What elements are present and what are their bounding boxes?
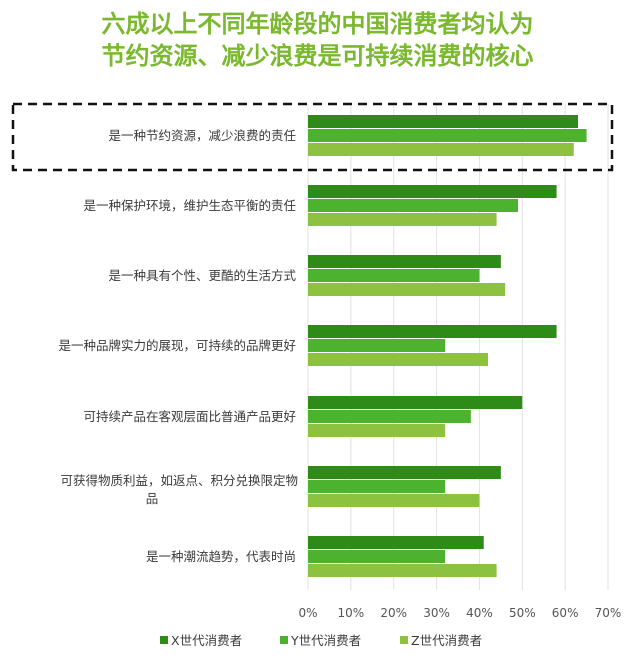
bar: [308, 564, 497, 577]
legend-label: Z世代消费者: [411, 633, 482, 648]
x-tick-label: 30%: [423, 606, 450, 620]
bar: [308, 424, 446, 437]
chart-title-line-1: 六成以上不同年龄段的中国消费者均认为: [101, 10, 534, 38]
x-tick-label: 10%: [338, 606, 365, 620]
bar: [308, 213, 497, 226]
x-tick-label: 0%: [298, 606, 317, 620]
bar: [308, 480, 446, 493]
x-tick-label: 70%: [595, 606, 622, 620]
category-label: 是一种保护环境，维护生态平衡的责任: [83, 198, 296, 213]
category-label: 是一种品牌实力的展现，可持续的品牌更好: [58, 338, 296, 353]
highlight-box: [11, 102, 614, 172]
category-label: 是一种节约资源，减少浪费的责任: [108, 128, 296, 143]
bar: [308, 199, 518, 212]
category-label: 是一种具有个性、更酷的生活方式: [108, 268, 296, 283]
legend-swatch: [160, 636, 168, 644]
bar: [308, 396, 523, 409]
bar: [308, 185, 557, 198]
category-label: 是一种潮流趋势，代表时尚: [146, 549, 296, 564]
x-tick-label: 60%: [552, 606, 579, 620]
category-label: 可持续产品在客观层面比普通产品更好: [83, 409, 296, 424]
bar: [308, 255, 501, 268]
bar: [308, 494, 480, 507]
bar: [308, 143, 574, 156]
bar: [308, 550, 446, 563]
bar: [308, 325, 557, 338]
legend-label: Y世代消费者: [290, 633, 361, 648]
x-tick-label: 40%: [466, 606, 493, 620]
x-tick-label: 20%: [380, 606, 407, 620]
x-tick-label: 50%: [509, 606, 536, 620]
chart-title-line-2: 节约资源、减少浪费是可持续消费的核心: [101, 42, 534, 70]
bar: [308, 339, 446, 352]
bar: [308, 129, 587, 142]
category-label: 品: [146, 491, 159, 506]
legend-label: X世代消费者: [171, 633, 242, 648]
bar: [308, 115, 578, 128]
legend-swatch: [280, 636, 288, 644]
bar: [308, 410, 471, 423]
legend-swatch: [400, 636, 408, 644]
bar: [308, 269, 480, 282]
bar: [308, 353, 488, 366]
bar: [308, 466, 501, 479]
category-label: 可获得物质利益，如返点、积分兑换限定物: [60, 473, 298, 488]
bar: [308, 536, 484, 549]
bar: [308, 283, 506, 296]
